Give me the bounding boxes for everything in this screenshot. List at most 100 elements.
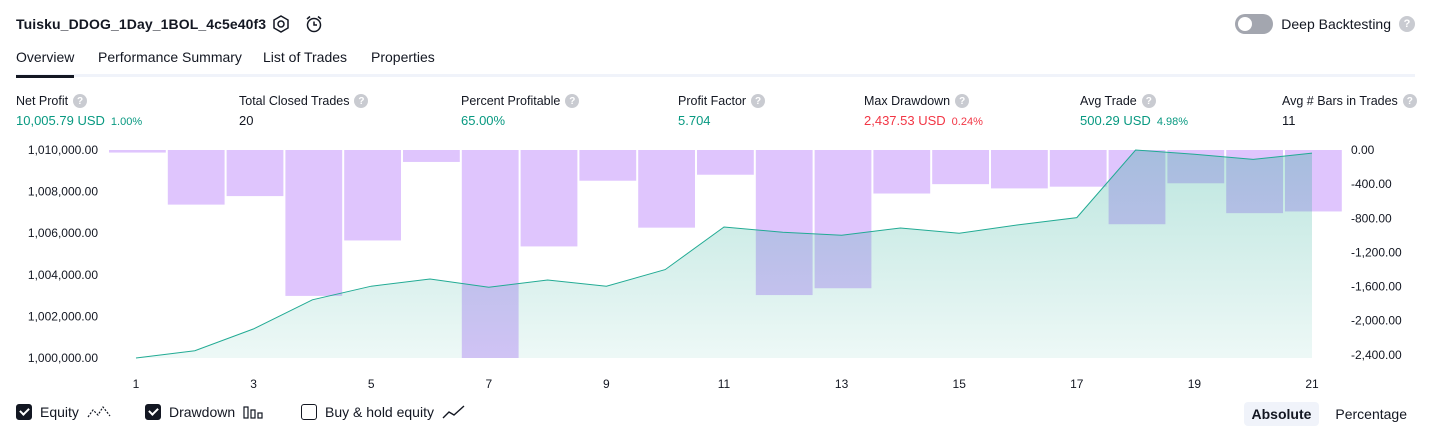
drawdown-bar[interactable] xyxy=(579,150,637,181)
right-axis-tick-label: -1,200.00 xyxy=(1351,245,1402,259)
help-icon[interactable]: ? xyxy=(73,94,88,108)
right-axis-tick-label: 0.00 xyxy=(1351,143,1375,157)
help-icon[interactable]: ? xyxy=(1399,16,1415,32)
left-axis-tick-label: 1,000,000.00 xyxy=(28,351,98,365)
metric-label: Max Drawdown xyxy=(864,94,951,108)
alarm-clock-icon[interactable] xyxy=(304,14,324,34)
metric-net-profit: Net Profit? 10,005.79 USD 1.00% xyxy=(16,94,142,128)
trend-line-icon xyxy=(442,405,465,419)
drawdown-toggle[interactable]: Drawdown xyxy=(145,404,265,420)
left-axis-tick-label: 1,002,000.00 xyxy=(28,309,98,323)
equity-drawdown-chart[interactable]: 1,010,000.00 1,008,000.00 1,006,000.00 1,00… xyxy=(0,140,1431,392)
left-axis-tick-label: 1,010,000.00 xyxy=(28,143,98,157)
metric-percent: 1.00% xyxy=(110,116,143,128)
metric-percent: 4.98% xyxy=(1156,116,1189,128)
metric-avg-trade: Avg Trade? 500.29 USD 4.98% xyxy=(1080,94,1188,128)
deep-backtesting-toggle[interactable] xyxy=(1235,14,1274,34)
right-axis-tick-label: -2,400.00 xyxy=(1351,348,1402,362)
metric-label: Avg Trade xyxy=(1080,94,1137,108)
scale-mode-switch: Absolute Percentage xyxy=(1243,402,1416,426)
metric-value: 20 xyxy=(239,113,254,128)
deep-backtesting-label: Deep Backtesting xyxy=(1281,16,1391,32)
buy-hold-equity-label: Buy & hold equity xyxy=(325,404,434,420)
help-icon[interactable]: ? xyxy=(354,94,369,108)
drawdown-bar[interactable] xyxy=(109,150,166,153)
drawdown-checkbox[interactable] xyxy=(145,404,161,420)
x-axis-tick-label: 13 xyxy=(835,377,849,391)
equity-area xyxy=(136,150,1312,358)
metric-percent-profitable: Percent Profitable? 65.00% xyxy=(461,94,580,128)
metric-profit-factor: Profit Factor? 5.704 xyxy=(678,94,766,128)
metric-value: 500.29 USD xyxy=(1080,113,1151,128)
right-axis-tick-label: -1,600.00 xyxy=(1351,280,1402,294)
drawdown-bar[interactable] xyxy=(991,150,1048,189)
tab-performance-summary[interactable]: Performance Summary xyxy=(98,49,242,65)
x-axis-tick-label: 15 xyxy=(953,377,967,391)
help-icon[interactable]: ? xyxy=(751,94,766,108)
buy-hold-equity-checkbox[interactable] xyxy=(301,404,317,420)
metric-label: Net Profit xyxy=(16,94,69,108)
x-axis-tick-label: 9 xyxy=(603,377,610,391)
drawdown-bar[interactable] xyxy=(697,150,754,175)
drawdown-bar[interactable] xyxy=(1049,150,1107,187)
metric-label: Percent Profitable xyxy=(461,94,561,108)
strategy-title: Tuisku_DDOG_1Day_1BOL_4c5e40f3 xyxy=(16,16,267,32)
metric-total-closed-trades: Total Closed Trades? 20 xyxy=(239,94,369,128)
chart-legend: Equity Drawdown Buy & hold equity Absolu… xyxy=(16,402,1415,428)
metric-value: 10,005.79 USD xyxy=(16,113,105,128)
metric-percent: 0.24% xyxy=(951,116,983,128)
x-axis-tick-label: 21 xyxy=(1305,377,1319,391)
drawdown-bar[interactable] xyxy=(638,150,695,228)
x-axis-tick-label: 3 xyxy=(250,377,257,391)
metric-value: 65.00% xyxy=(461,113,506,128)
help-icon[interactable]: ? xyxy=(1402,94,1417,108)
drawdown-bar[interactable] xyxy=(167,150,225,205)
equity-line-icon xyxy=(87,405,111,418)
drawdown-bar[interactable] xyxy=(226,150,284,197)
x-axis-tick-label: 1 xyxy=(133,377,140,391)
metric-avg-bars-in-trades: Avg # Bars in Trades? 11 xyxy=(1282,94,1417,128)
drawdown-bar[interactable] xyxy=(873,150,931,194)
equity-toggle[interactable]: Equity xyxy=(16,404,111,420)
buy-hold-equity-toggle[interactable]: Buy & hold equity xyxy=(301,404,466,420)
drawdown-bar[interactable] xyxy=(932,150,989,185)
drawdown-label: Drawdown xyxy=(169,404,236,420)
left-axis-tick-label: 1,008,000.00 xyxy=(28,185,98,199)
x-axis-tick-label: 7 xyxy=(485,377,492,391)
drawdown-bar[interactable] xyxy=(403,150,460,162)
metric-value: 2,437.53 USD xyxy=(864,113,946,128)
tab-list-of-trades[interactable]: List of Trades xyxy=(263,49,348,65)
absolute-button[interactable]: Absolute xyxy=(1243,402,1320,426)
x-axis-tick-label: 19 xyxy=(1188,377,1202,391)
metric-value: 5.704 xyxy=(678,113,711,128)
bar-chart-icon xyxy=(243,406,263,419)
settings-icon[interactable] xyxy=(271,14,291,34)
metric-label: Total Closed Trades xyxy=(239,94,350,108)
right-axis-tick-label: -2,000.00 xyxy=(1351,314,1402,328)
x-axis-tick-label: 17 xyxy=(1070,377,1084,391)
drawdown-bar[interactable] xyxy=(520,150,578,247)
right-axis-tick-label: -800.00 xyxy=(1351,211,1392,225)
x-axis-tick-label: 11 xyxy=(718,377,731,391)
left-axis-tick-label: 1,006,000.00 xyxy=(28,226,98,240)
x-axis-tick-label: 5 xyxy=(368,377,375,391)
help-icon[interactable]: ? xyxy=(565,94,580,108)
strategy-header: Tuisku_DDOG_1Day_1BOL_4c5e40f3 Deep Back… xyxy=(16,12,1415,38)
metric-value: 11 xyxy=(1282,113,1296,128)
help-icon[interactable]: ? xyxy=(1141,94,1156,108)
equity-line xyxy=(135,149,1313,359)
percentage-button[interactable]: Percentage xyxy=(1335,406,1407,422)
left-axis-tick-label: 1,004,000.00 xyxy=(28,268,98,282)
equity-checkbox[interactable] xyxy=(16,404,32,420)
drawdown-bar[interactable] xyxy=(285,150,343,296)
help-icon[interactable]: ? xyxy=(955,94,970,108)
tab-properties[interactable]: Properties xyxy=(371,49,435,65)
metric-label: Avg # Bars in Trades xyxy=(1282,94,1398,108)
metric-max-drawdown: Max Drawdown? 2,437.53 USD 0.24% xyxy=(864,94,983,128)
drawdown-bar[interactable] xyxy=(344,150,401,241)
tab-overview[interactable]: Overview xyxy=(16,49,75,78)
equity-label: Equity xyxy=(40,404,79,420)
right-axis-tick-label: -400.00 xyxy=(1351,177,1392,191)
tab-bar: Overview Performance Summary List of Tra… xyxy=(16,46,1415,78)
deep-backtesting-control: Deep Backtesting ? xyxy=(1235,14,1415,34)
